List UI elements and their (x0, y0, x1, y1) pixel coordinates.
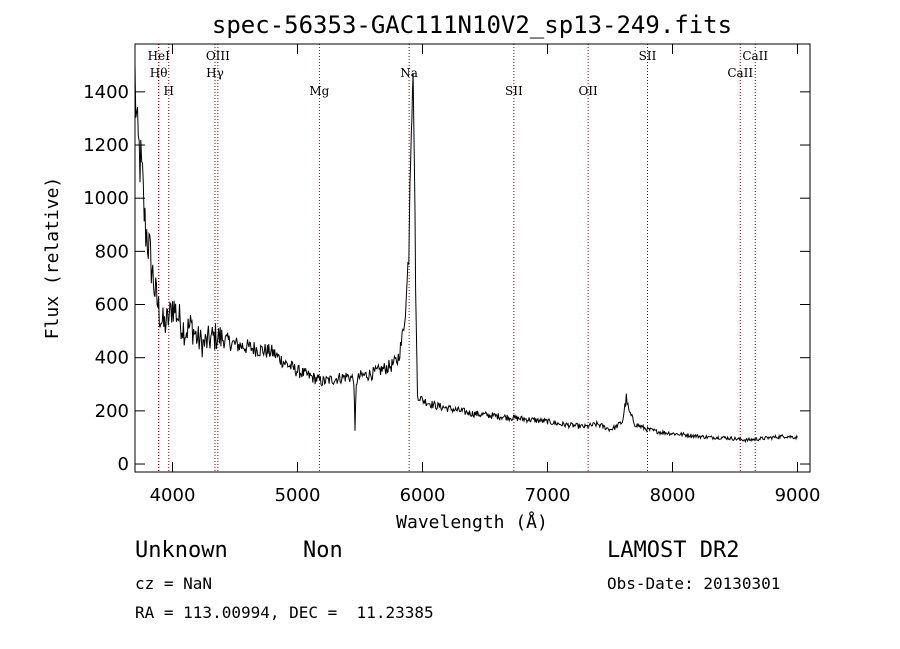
x-tick-label: 8000 (650, 485, 696, 506)
x-tick-label: 9000 (775, 485, 821, 506)
line-marker-label: HeI (148, 49, 171, 63)
line-marker-label: SII (505, 84, 523, 98)
line-marker-label: Hθ (150, 66, 168, 80)
ra-dec: RA = 113.00994, DEC = 11.23385 (135, 603, 434, 622)
cz-value: cz = NaN (135, 574, 213, 593)
y-axis-label: Flux (relative) (42, 177, 63, 340)
y-tick-label: 0 (118, 454, 129, 475)
line-marker-label: OIII (206, 49, 230, 63)
obs-date: Obs-Date: 20130301 (607, 574, 781, 593)
y-tick-label: 1000 (83, 188, 129, 209)
line-marker-label: Mg (309, 84, 329, 98)
x-axis-label: Wavelength (Å) (396, 511, 548, 533)
x-tick-label: 4000 (150, 485, 196, 506)
y-tick-label: 1200 (83, 135, 129, 156)
y-tick-label: 400 (95, 348, 129, 369)
line-marker-label: Na (400, 66, 418, 80)
plot-frame (134, 43, 811, 473)
line-marker-label: CaII (727, 66, 753, 80)
y-tick-label: 600 (95, 295, 129, 316)
line-marker-label: H (164, 84, 174, 98)
line-marker-label: Hγ (206, 66, 224, 80)
line-marker-label: OII (578, 84, 598, 98)
object-subclass: Non (303, 538, 343, 563)
line-marker-label: SII (639, 49, 657, 63)
object-class: Unknown (135, 538, 228, 563)
line-marker-label: CaII (742, 49, 768, 63)
chart-title: spec-56353-GAC111N10V2_sp13-249.fits (212, 11, 732, 39)
y-tick-label: 1400 (83, 82, 129, 103)
survey-name: LAMOST DR2 (607, 538, 740, 563)
x-tick-label: 6000 (400, 485, 446, 506)
x-tick-label: 5000 (275, 485, 321, 506)
y-tick-label: 200 (95, 401, 129, 422)
x-tick-label: 7000 (525, 485, 571, 506)
spectrum-line (134, 64, 798, 444)
y-tick-label: 800 (95, 241, 129, 262)
